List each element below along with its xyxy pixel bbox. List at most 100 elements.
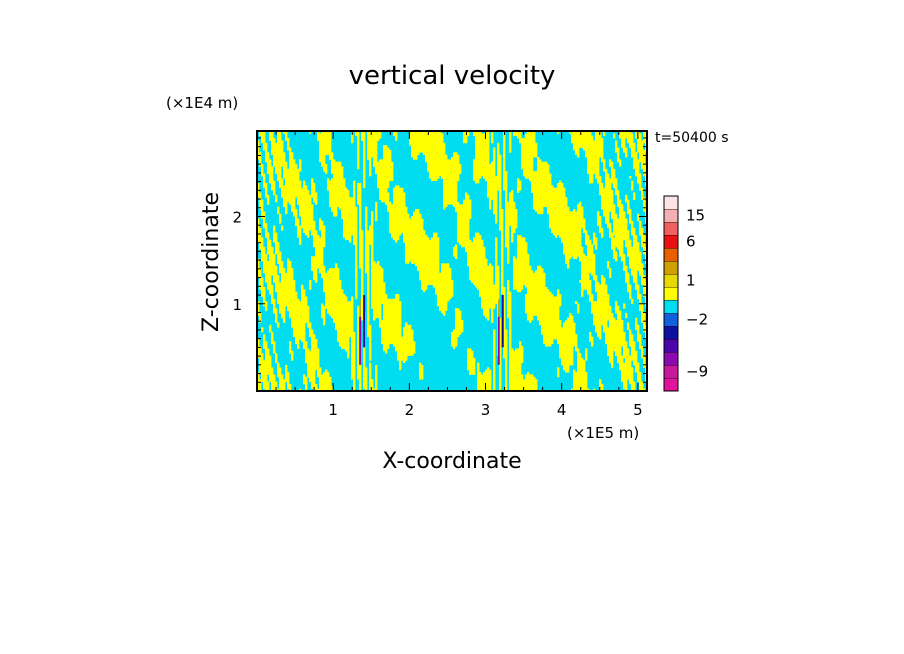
updraft-band [311,187,316,191]
updraft-band [359,204,362,208]
updraft-band [367,284,370,288]
updraft-band [641,242,646,245]
chart-title: vertical velocity [349,61,556,91]
updraft-band [357,310,360,314]
updraft-band [573,209,576,212]
updraft-band [473,166,496,170]
updraft-band [469,275,494,278]
updraft-band [617,313,622,316]
updraft-band [317,372,322,375]
updraft-band [493,343,496,347]
updraft-band [643,249,648,252]
x-tick-label: 1 [328,401,338,419]
updraft-band [549,216,584,219]
updraft-band [369,341,372,345]
updraft-band [285,183,302,186]
updraft-band [257,152,262,156]
updraft-band [499,201,502,205]
updraft-band [635,168,640,172]
updraft-band [287,305,310,309]
updraft-band [297,343,300,347]
updraft-band [593,237,598,241]
updraft-band [495,239,498,243]
updraft-band [267,244,272,248]
updraft-band [611,365,614,368]
updraft-band [601,194,614,198]
updraft-band [429,171,462,174]
updraft-band [525,310,560,314]
updraft-band [637,296,642,300]
updraft-band [469,268,494,271]
updraft-band [271,294,274,297]
updraft-band [493,365,496,368]
updraft-band [399,360,402,364]
updraft-band [369,353,372,356]
updraft-band [383,346,390,349]
updraft-band [541,331,576,335]
updraft-band [303,185,308,189]
updraft-band [625,194,628,198]
colorbar-tick-label: 6 [686,233,696,251]
updraft-band [577,369,586,373]
updraft-band [475,149,490,153]
updraft-band [409,138,444,141]
updraft-band [269,178,274,182]
updraft-band [267,284,274,288]
updraft-band [587,249,594,252]
updraft-band [365,237,374,241]
updraft-band [371,282,386,286]
updraft-band [357,192,362,196]
updraft-band [277,261,284,264]
updraft-band [265,194,270,198]
updraft-band [623,350,630,354]
updraft-band [359,213,362,217]
updraft-band [443,183,458,186]
updraft-band [261,166,264,170]
updraft-band [641,190,644,193]
updraft-band [271,381,278,385]
updraft-band [513,277,546,281]
updraft-band [287,265,292,269]
updraft-band [379,192,390,196]
updraft-band [285,135,288,139]
updraft-band [299,206,314,210]
updraft-band [505,192,508,196]
updraft-band [499,223,504,226]
updraft-band [513,270,534,274]
updraft-band [297,232,302,236]
updraft-band [631,346,636,349]
updraft-band [357,197,362,200]
updraft-band [617,360,624,364]
updraft-band [503,334,508,338]
updraft-band [475,157,490,160]
updraft-band [319,154,326,158]
updraft-band [395,138,398,141]
updraft-band [477,381,492,385]
updraft-band [393,133,398,137]
updraft-band [321,164,328,167]
updraft-band [565,256,572,260]
updraft-band [361,291,364,295]
updraft-band [573,381,588,385]
updraft-band [443,178,460,182]
updraft-band [307,367,322,371]
updraft-band [299,239,302,243]
updraft-band [637,178,642,182]
updraft-band [361,272,364,276]
updraft-band [641,192,644,196]
updraft-band [487,187,502,191]
updraft-band [625,197,628,200]
updraft-band [327,183,346,186]
updraft-band [383,310,402,314]
updraft-band [457,216,472,219]
updraft-band [399,367,402,371]
updraft-band [265,357,272,361]
updraft-band [257,265,260,269]
updraft-band [305,353,320,356]
updraft-band [263,381,270,385]
updraft-band [357,152,360,156]
updraft-band [413,157,418,160]
updraft-band [377,175,394,179]
updraft-band [365,246,370,250]
updraft-band [279,216,282,219]
